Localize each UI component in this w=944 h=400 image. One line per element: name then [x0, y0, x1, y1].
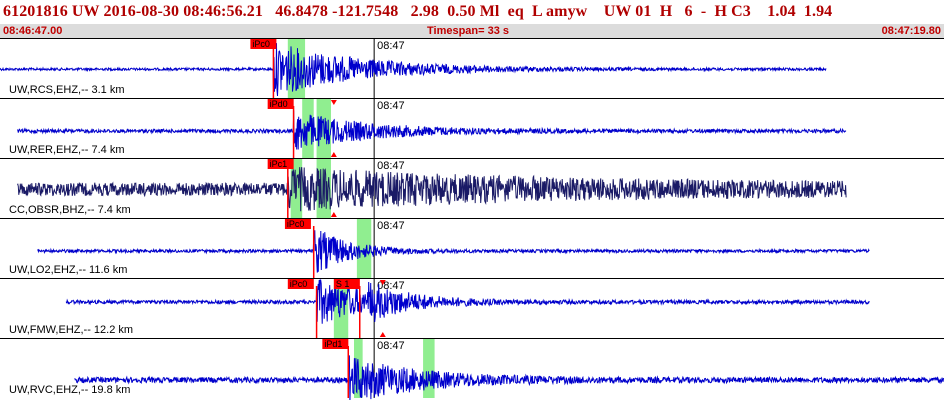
pick-flag[interactable] [267, 99, 294, 109]
start-time: 08:46:47.00 [3, 25, 63, 37]
end-time: 08:47:19.80 [881, 25, 941, 37]
event-title: 61201816 UW 2016-08-30 08:46:56.21 46.84… [3, 3, 833, 20]
duration-marker-up [379, 332, 386, 337]
header-panel: 61201816 UW 2016-08-30 08:46:56.21 46.84… [0, 0, 944, 38]
trace-panel[interactable]: 08:47 iPd0 UW,RER,EHZ,-- 7.4 km [0, 98, 944, 159]
pick-flag[interactable] [267, 159, 294, 169]
pick-flag[interactable] [287, 279, 314, 289]
station-label: UW,FMW,EHZ,-- 12.2 km [9, 324, 133, 336]
station-label: UW,RCS,EHZ,-- 3.1 km [9, 84, 125, 96]
duration-marker-down [330, 100, 337, 105]
timespan-label: Timespan= 33 s [427, 25, 510, 37]
waveform-trace [16, 167, 847, 212]
pick-label: iPc0 [287, 219, 305, 229]
minute-tick-label: 08:47 [377, 340, 405, 352]
pick-label: iPc0 [290, 279, 308, 289]
duration-marker-up [330, 212, 337, 217]
seismogram-panels: 08:47 iPc0 UW,RCS,EHZ,-- 3.1 km 08:47 iPd0 UW… [0, 38, 944, 400]
waveform-trace [16, 110, 847, 150]
duration-marker-down [379, 280, 386, 285]
pick-label: iPd0 [270, 99, 288, 109]
waveform-trace [37, 230, 870, 273]
trace-panel[interactable]: 08:47 iPc0 UW,RCS,EHZ,-- 3.1 km [0, 38, 944, 99]
minute-tick-label: 08:47 [377, 100, 405, 112]
waveform-canvas: 08:47 iPc0 UW,RCS,EHZ,-- 3.1 km 08:47 iPd0 UW… [0, 38, 944, 400]
pick-flag[interactable] [284, 219, 311, 229]
minute-tick-label: 08:47 [377, 280, 405, 292]
pick-flag[interactable] [322, 339, 349, 349]
pick-label: iPd1 [324, 339, 342, 349]
waveform-trace [74, 355, 944, 400]
pick-label: iPc0 [252, 39, 270, 49]
station-label: UW,LO2,EHZ,-- 11.6 km [9, 264, 127, 276]
station-label: UW,RVC,EHZ,-- 19.8 km [9, 384, 130, 396]
minute-tick-label: 08:47 [377, 40, 405, 52]
pick-flag[interactable] [250, 39, 277, 49]
duration-marker-up [330, 152, 337, 157]
station-label: CC,OBSR,BHZ,-- 7.4 km [9, 204, 131, 216]
trace-panel[interactable]: 08:47 iPc0 UW,LO2,EHZ,-- 11.6 km [0, 218, 944, 279]
minute-tick-label: 08:47 [377, 160, 405, 172]
waveform-trace [0, 43, 827, 97]
station-label: UW,RER,EHZ,-- 7.4 km [9, 144, 125, 156]
trace-panel[interactable]: 08:47 iPd1 UW,RVC,EHZ,-- 19.8 km [0, 338, 944, 400]
time-bar: 08:46:47.00 Timespan= 33 s 08:47:19.80 [0, 24, 944, 38]
trace-panel[interactable]: 08:47 iPc0 S 1 UW,FMW,EHZ,-- 12.2 km [0, 278, 944, 339]
pick-flag[interactable] [333, 279, 360, 289]
pick-label: iPc1 [270, 159, 288, 169]
analysis-window [423, 339, 435, 398]
trace-panel[interactable]: 08:47 iPc1 CC,OBSR,BHZ,-- 7.4 km [0, 158, 944, 219]
waveform-trace [65, 279, 870, 324]
pick-label: S 1 [336, 279, 350, 289]
minute-tick-label: 08:47 [377, 220, 405, 232]
